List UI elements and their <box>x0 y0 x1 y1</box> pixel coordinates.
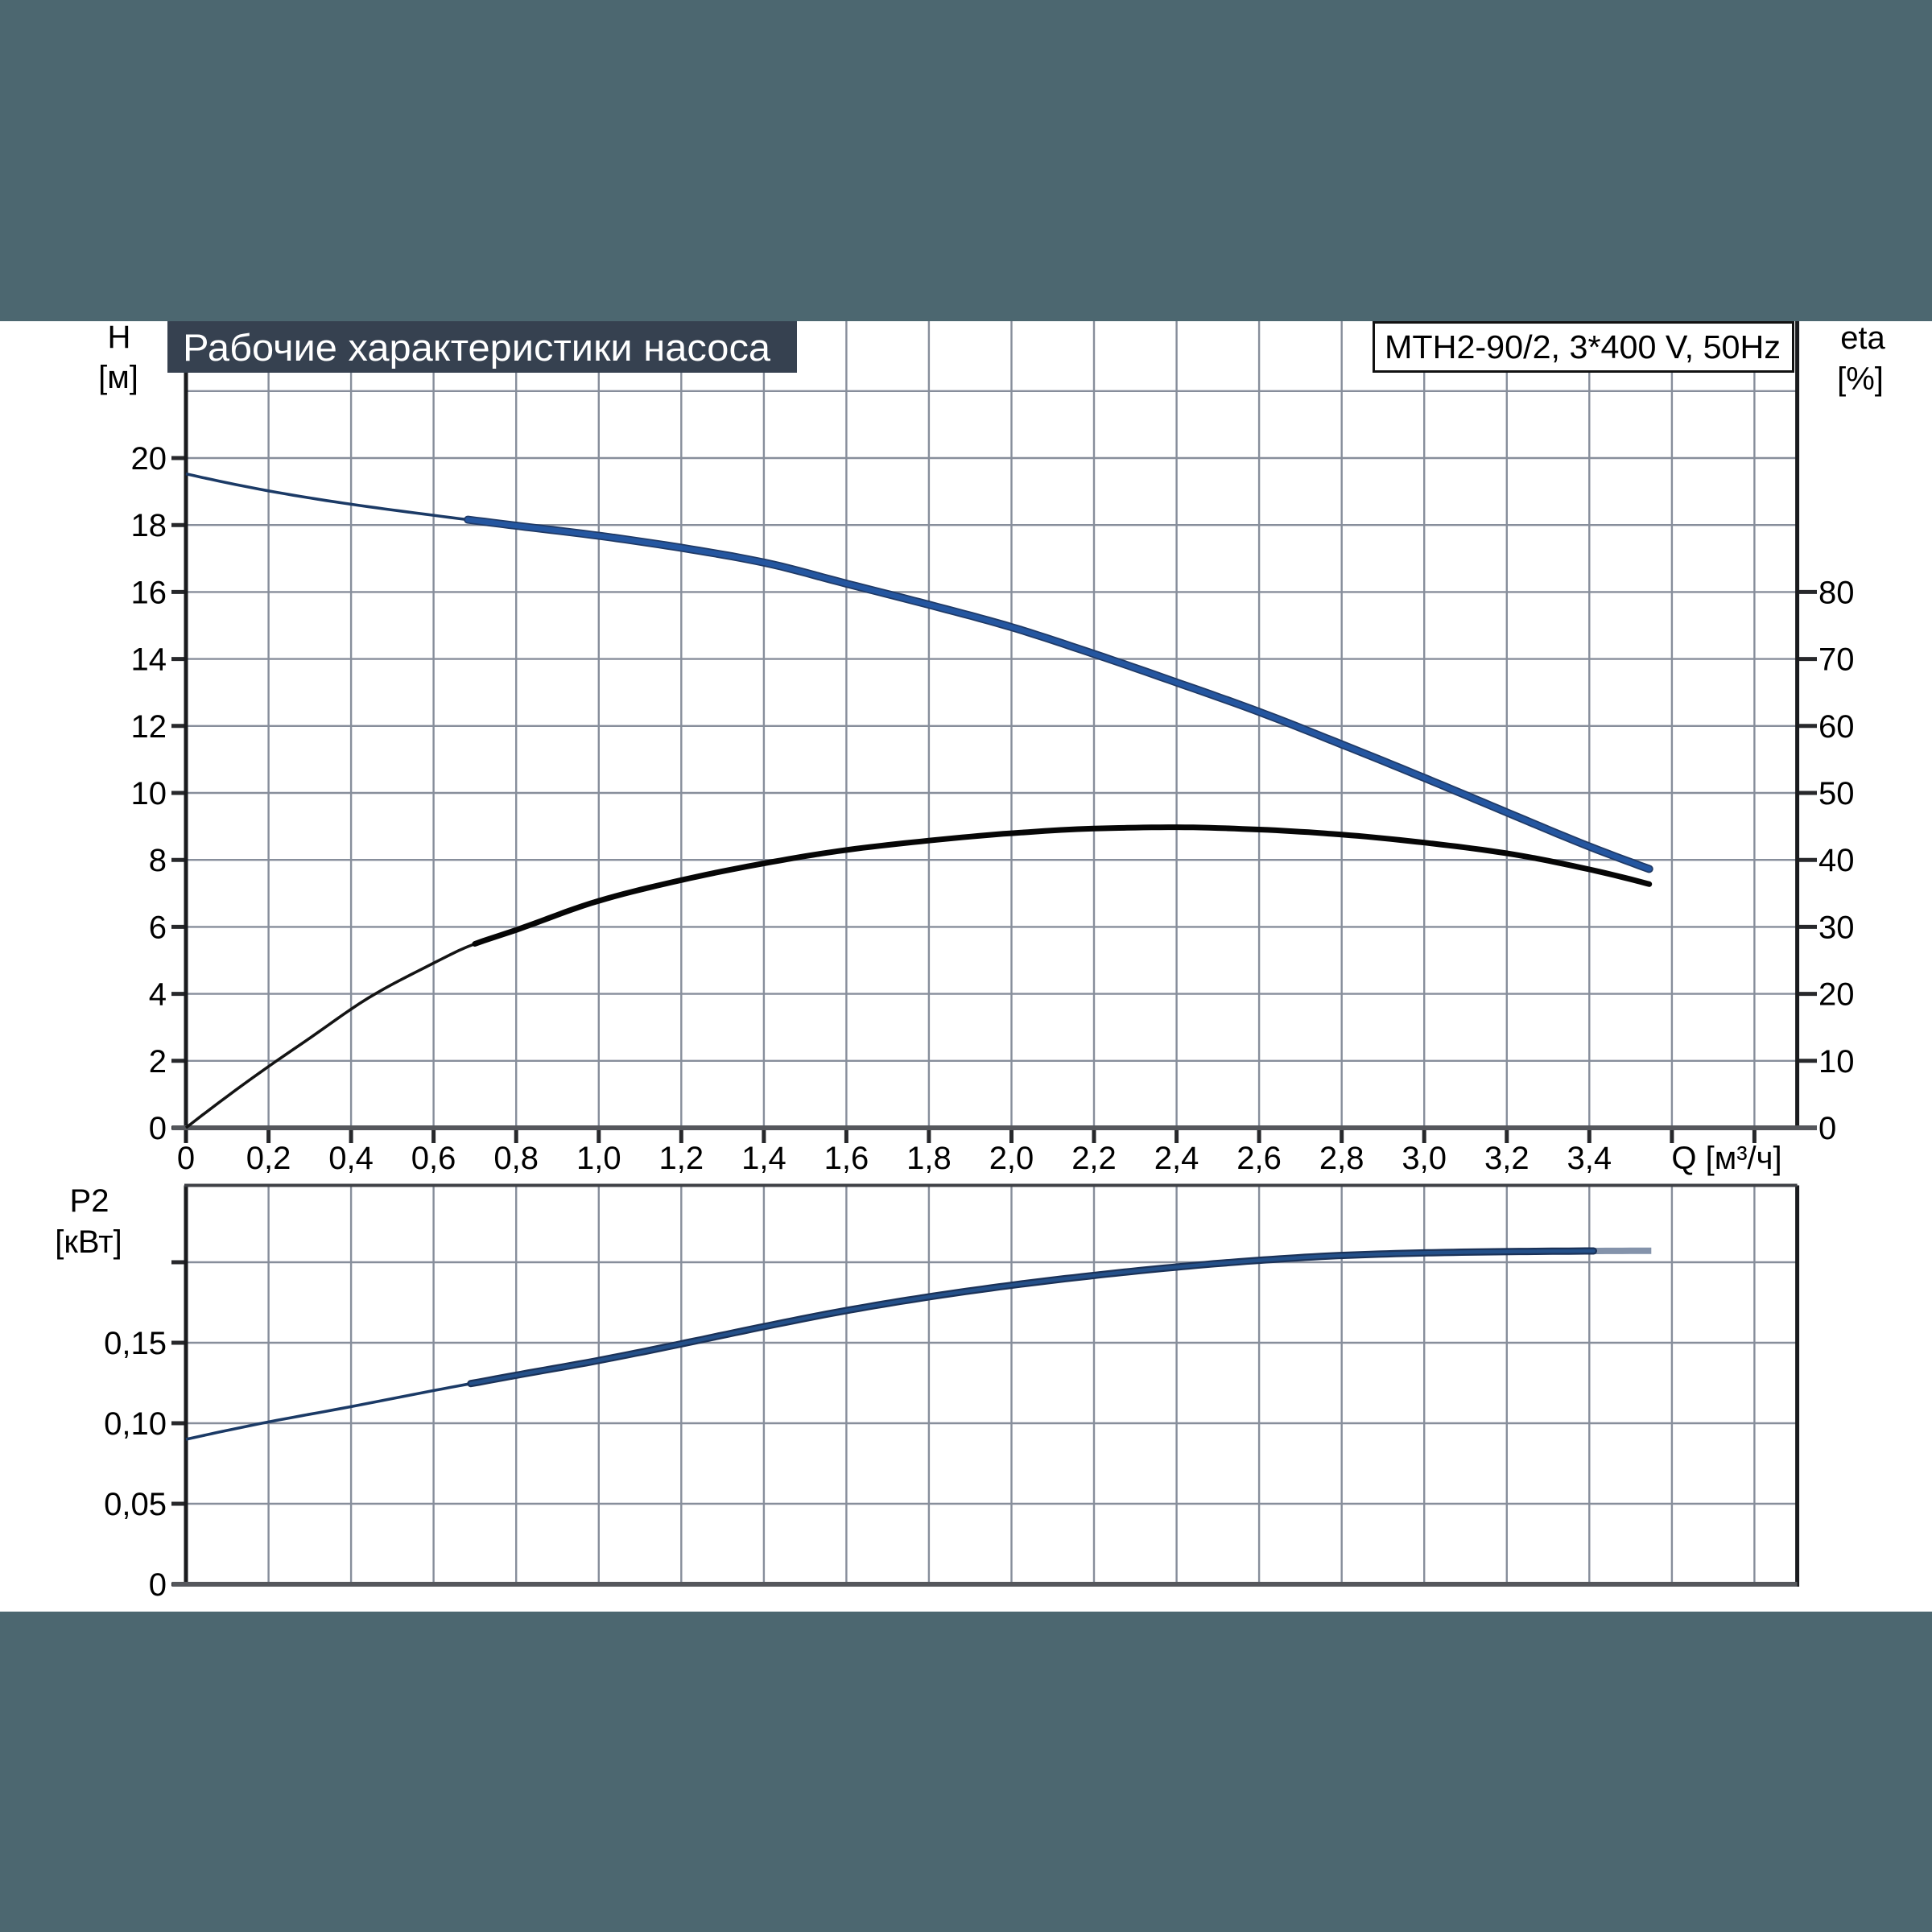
svg-text:1,6: 1,6 <box>824 1141 869 1176</box>
svg-text:MTH2-90/2, 3*400 V, 50Hz: MTH2-90/2, 3*400 V, 50Hz <box>1385 328 1781 365</box>
svg-text:70: 70 <box>1818 642 1855 678</box>
svg-text:0,6: 0,6 <box>411 1141 456 1176</box>
svg-text:Рабочие характеристики насоса: Рабочие характеристики насоса <box>183 326 771 369</box>
svg-text:18: 18 <box>131 508 167 543</box>
svg-text:0: 0 <box>149 1111 167 1146</box>
svg-text:2,6: 2,6 <box>1236 1141 1282 1176</box>
svg-text:3,2: 3,2 <box>1484 1141 1530 1176</box>
svg-text:30: 30 <box>1818 910 1855 945</box>
svg-text:[%]: [%] <box>1837 361 1884 397</box>
svg-text:Q [м³/ч]: Q [м³/ч] <box>1671 1141 1781 1176</box>
svg-text:40: 40 <box>1818 843 1855 878</box>
svg-text:0,2: 0,2 <box>246 1141 291 1176</box>
svg-text:P2: P2 <box>70 1183 109 1219</box>
svg-text:20: 20 <box>1818 977 1855 1013</box>
svg-text:20: 20 <box>131 441 167 477</box>
svg-text:6: 6 <box>149 910 167 945</box>
svg-text:3,0: 3,0 <box>1402 1141 1447 1176</box>
svg-text:14: 14 <box>131 642 167 678</box>
svg-text:2: 2 <box>149 1044 167 1080</box>
svg-text:0: 0 <box>177 1141 195 1176</box>
svg-text:[м]: [м] <box>98 360 138 395</box>
svg-text:10: 10 <box>131 776 167 811</box>
svg-text:H: H <box>108 320 131 355</box>
svg-text:2,2: 2,2 <box>1071 1141 1117 1176</box>
svg-text:1,8: 1,8 <box>906 1141 952 1176</box>
svg-text:2,0: 2,0 <box>989 1141 1034 1176</box>
svg-text:60: 60 <box>1818 709 1855 745</box>
svg-text:8: 8 <box>149 843 167 878</box>
svg-text:0,15: 0,15 <box>104 1326 167 1361</box>
svg-text:0,8: 0,8 <box>493 1141 539 1176</box>
svg-text:12: 12 <box>131 709 167 745</box>
svg-text:0,05: 0,05 <box>104 1487 167 1522</box>
svg-text:0: 0 <box>149 1567 167 1603</box>
svg-text:0,4: 0,4 <box>328 1141 374 1176</box>
svg-text:2,8: 2,8 <box>1319 1141 1364 1176</box>
svg-text:0: 0 <box>1818 1111 1836 1146</box>
svg-text:2,4: 2,4 <box>1154 1141 1199 1176</box>
svg-text:80: 80 <box>1818 575 1855 610</box>
svg-text:50: 50 <box>1818 776 1855 811</box>
svg-text:3,4: 3,4 <box>1567 1141 1612 1176</box>
svg-text:1,0: 1,0 <box>576 1141 621 1176</box>
svg-text:[кВт]: [кВт] <box>55 1224 122 1260</box>
svg-text:0,10: 0,10 <box>104 1406 167 1442</box>
svg-text:16: 16 <box>131 575 167 610</box>
svg-text:10: 10 <box>1818 1044 1855 1080</box>
svg-text:eta: eta <box>1840 320 1885 356</box>
svg-text:1,2: 1,2 <box>658 1141 704 1176</box>
svg-text:1,4: 1,4 <box>741 1141 786 1176</box>
svg-text:4: 4 <box>149 977 167 1013</box>
